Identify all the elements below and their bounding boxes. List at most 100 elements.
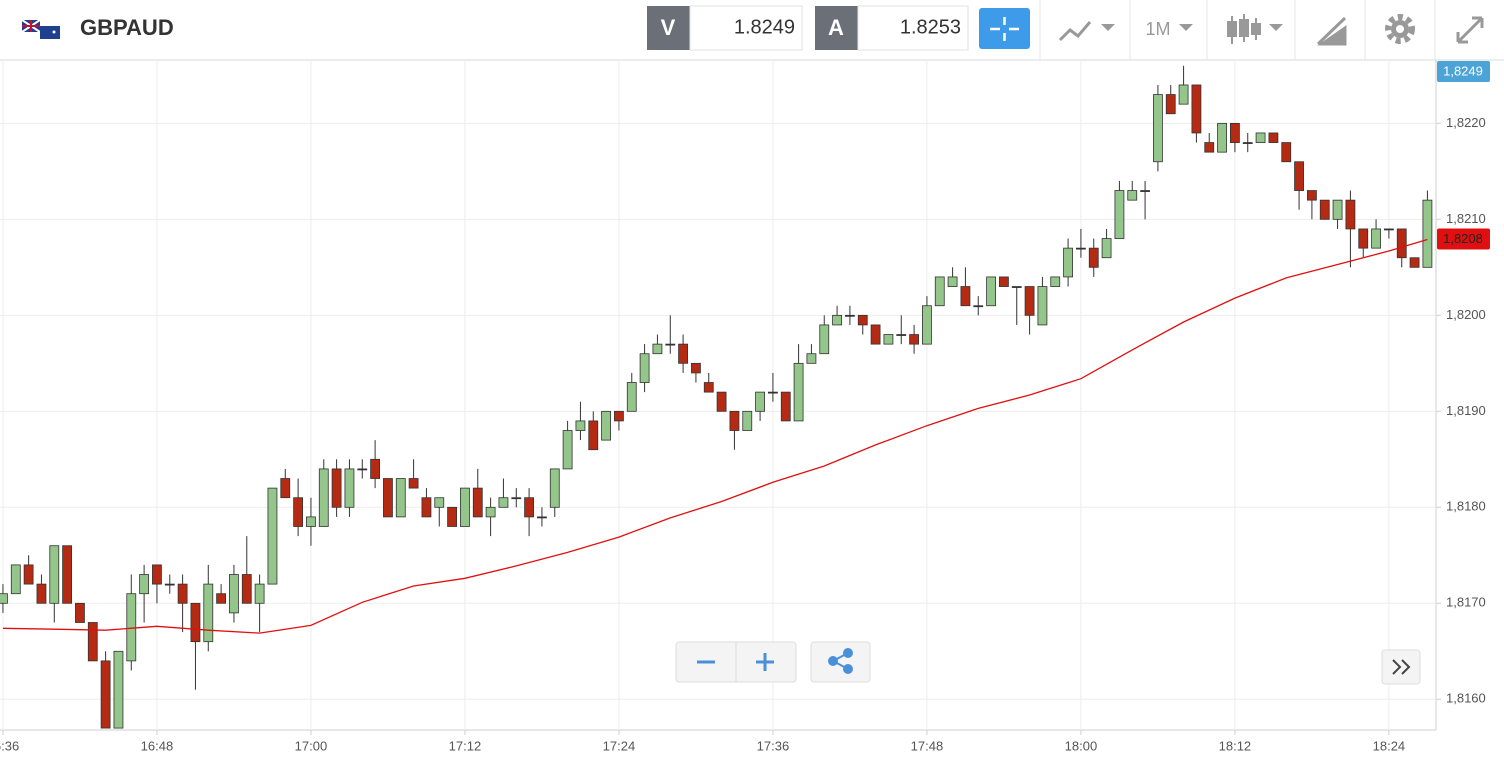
candle-body bbox=[1294, 161, 1304, 191]
candle-body bbox=[1268, 132, 1279, 143]
candle-type-button[interactable] bbox=[1227, 14, 1283, 44]
x-tick-label: 16:36 bbox=[0, 738, 19, 753]
candle-body bbox=[1191, 84, 1202, 134]
candle-body bbox=[357, 468, 368, 471]
candle-body bbox=[241, 574, 252, 604]
candle-body bbox=[447, 506, 458, 527]
y-tick-label: 1,8200 bbox=[1446, 307, 1486, 322]
candle-body bbox=[1037, 286, 1048, 326]
candle-body bbox=[1242, 142, 1253, 144]
candle-body bbox=[1063, 247, 1073, 278]
timeframe-caret bbox=[1179, 24, 1193, 31]
fullscreen-button[interactable] bbox=[1456, 16, 1484, 44]
x-tick-label: 17:48 bbox=[911, 738, 944, 753]
candle-body bbox=[768, 391, 778, 394]
candle-body bbox=[691, 362, 701, 374]
candle-body bbox=[164, 583, 175, 586]
candle-body bbox=[267, 487, 278, 585]
candle-body bbox=[318, 468, 329, 527]
y-tick-label: 1,8190 bbox=[1446, 403, 1486, 418]
candle-body bbox=[845, 314, 855, 317]
candle-body bbox=[819, 324, 830, 355]
candle-body bbox=[1076, 247, 1086, 250]
candle-body bbox=[999, 276, 1009, 287]
candle-body bbox=[113, 650, 124, 729]
bid-price: 1.8249 bbox=[734, 16, 795, 38]
settings-button[interactable] bbox=[1385, 14, 1415, 44]
x-tick-label: 17:24 bbox=[603, 738, 636, 753]
price-tag-label: 1,8249 bbox=[1443, 63, 1483, 78]
candle-body bbox=[626, 382, 637, 412]
candle-body bbox=[1230, 122, 1240, 143]
candle-body bbox=[1050, 276, 1061, 287]
candle-body bbox=[280, 478, 291, 499]
candle-body bbox=[960, 286, 971, 307]
candle-body bbox=[1396, 228, 1407, 259]
crosshair-icon bbox=[990, 17, 1019, 41]
candle-body bbox=[511, 497, 522, 500]
ask-price: 1.8253 bbox=[900, 16, 961, 38]
draw-button[interactable] bbox=[1316, 16, 1347, 46]
x-tick-label: 18:00 bbox=[1065, 738, 1098, 753]
x-tick-label: 17:12 bbox=[449, 738, 482, 753]
zoom-in-button[interactable] bbox=[756, 653, 774, 671]
candle-body bbox=[395, 478, 406, 518]
price-tag bbox=[1437, 61, 1490, 82]
candle-body bbox=[742, 410, 753, 431]
x-tick-label: 16:48 bbox=[141, 738, 174, 753]
candle-body bbox=[806, 353, 817, 364]
bid-box bbox=[689, 5, 803, 51]
symbol: GBPAUD bbox=[80, 15, 174, 40]
candle-body bbox=[973, 305, 984, 308]
candle-body bbox=[216, 593, 227, 604]
candle-body bbox=[524, 497, 534, 518]
chart-type-button[interactable] bbox=[1058, 21, 1115, 42]
ma-tag-label: 1,8208 bbox=[1443, 231, 1483, 246]
candle-body bbox=[549, 468, 560, 508]
candle-body bbox=[152, 564, 162, 585]
x-tick-label: 17:36 bbox=[757, 738, 790, 753]
candle-body bbox=[139, 574, 150, 595]
candle-body bbox=[254, 583, 265, 604]
bid-label: V bbox=[661, 15, 676, 40]
share-button[interactable] bbox=[810, 641, 871, 683]
candle-body bbox=[0, 593, 8, 604]
candle-body bbox=[1384, 228, 1394, 231]
separators bbox=[1039, 0, 1436, 60]
crosshair-button[interactable] bbox=[979, 8, 1030, 49]
ask-button[interactable] bbox=[815, 6, 858, 50]
candle-body bbox=[62, 545, 73, 604]
candle-body bbox=[331, 468, 342, 508]
timeframe-button[interactable]: 1M bbox=[1145, 19, 1170, 39]
y-tick-label: 1,8210 bbox=[1446, 211, 1486, 226]
candle-body bbox=[293, 497, 304, 527]
x-tick-label: 18:12 bbox=[1219, 738, 1252, 753]
candle-body bbox=[665, 343, 676, 346]
candle-body bbox=[1011, 286, 1022, 288]
candle-body bbox=[1153, 94, 1163, 163]
candle-body bbox=[1024, 286, 1035, 316]
candle-body bbox=[601, 410, 611, 441]
candle-body bbox=[755, 391, 765, 412]
candle-body bbox=[1165, 94, 1176, 115]
candle-body bbox=[498, 497, 509, 508]
ask-label: A bbox=[828, 15, 844, 40]
candle-body bbox=[75, 602, 85, 623]
candle-body bbox=[49, 545, 60, 604]
y-tick-label: 1,8170 bbox=[1446, 595, 1486, 610]
candle-body bbox=[588, 420, 599, 451]
candle-body bbox=[575, 420, 586, 431]
candle-body bbox=[87, 622, 98, 662]
candle-body bbox=[537, 516, 547, 519]
candle-body bbox=[383, 478, 393, 518]
bid-button[interactable] bbox=[647, 6, 690, 50]
candle-body bbox=[909, 334, 919, 345]
y-tick-label: 1,8160 bbox=[1446, 691, 1486, 706]
candle-body bbox=[1409, 257, 1420, 268]
candle-body bbox=[1140, 190, 1150, 192]
candle-body bbox=[1088, 247, 1099, 268]
candle-body bbox=[23, 564, 34, 585]
candle-body bbox=[652, 343, 663, 355]
candle-body bbox=[729, 410, 740, 431]
